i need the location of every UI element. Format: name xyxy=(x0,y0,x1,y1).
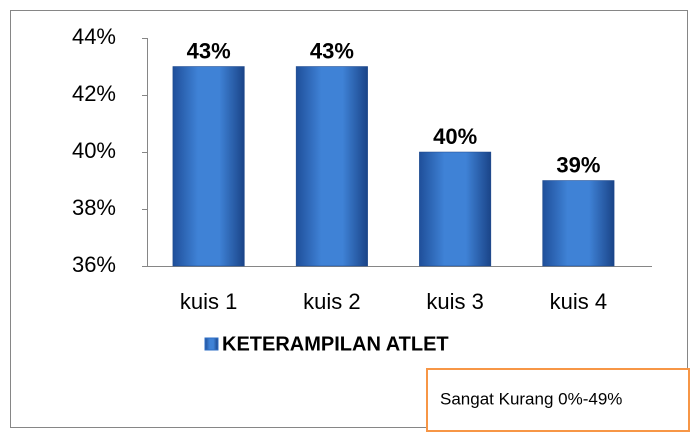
annotation: Sangat Kurang 0%-49% xyxy=(440,389,622,408)
legend-swatch xyxy=(204,337,219,351)
x-tick-label: kuis 2 xyxy=(303,289,360,314)
data-label: 39% xyxy=(556,152,600,177)
data-label: 40% xyxy=(433,124,477,149)
bar xyxy=(542,180,615,267)
bar xyxy=(419,151,492,267)
y-tick-label: 40% xyxy=(72,138,116,163)
bar xyxy=(295,66,368,267)
bar xyxy=(172,66,245,267)
x-tick-label: kuis 1 xyxy=(180,289,237,314)
y-tick-label: 42% xyxy=(72,81,116,106)
x-tick-label: kuis 4 xyxy=(550,289,607,314)
y-tick-label: 38% xyxy=(72,195,116,220)
annotation-box xyxy=(426,368,690,432)
y-tick-label: 44% xyxy=(72,24,116,49)
legend-label: KETERAMPILAN ATLET xyxy=(222,333,449,355)
x-tick-label: kuis 3 xyxy=(426,289,483,314)
data-label: 43% xyxy=(310,38,354,63)
y-tick-label: 36% xyxy=(72,252,116,277)
data-label: 43% xyxy=(187,38,231,63)
